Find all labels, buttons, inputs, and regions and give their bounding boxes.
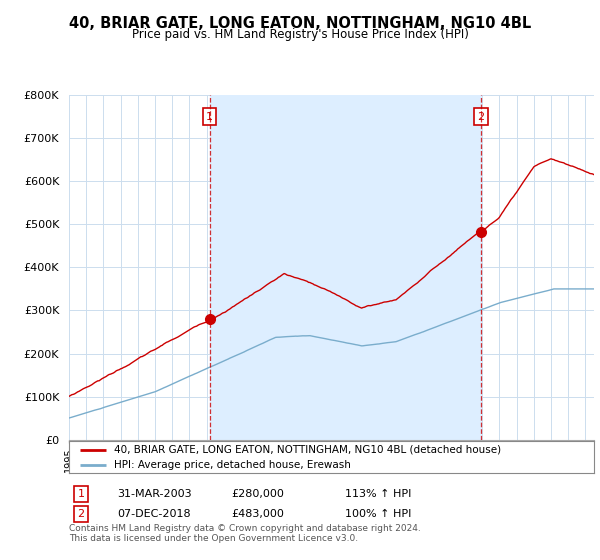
Text: 07-DEC-2018: 07-DEC-2018 (117, 509, 191, 519)
Text: £280,000: £280,000 (231, 489, 284, 499)
Text: 40, BRIAR GATE, LONG EATON, NOTTINGHAM, NG10 4BL: 40, BRIAR GATE, LONG EATON, NOTTINGHAM, … (69, 16, 531, 31)
Text: Contains HM Land Registry data © Crown copyright and database right 2024.: Contains HM Land Registry data © Crown c… (69, 524, 421, 533)
Text: 2: 2 (477, 112, 484, 122)
Text: 1: 1 (77, 489, 85, 499)
Text: £483,000: £483,000 (231, 509, 284, 519)
Text: Price paid vs. HM Land Registry's House Price Index (HPI): Price paid vs. HM Land Registry's House … (131, 28, 469, 41)
Bar (209, 95, 481, 440)
Text: 2: 2 (77, 509, 85, 519)
Text: HPI: Average price, detached house, Erewash: HPI: Average price, detached house, Erew… (113, 460, 350, 470)
Text: 100% ↑ HPI: 100% ↑ HPI (345, 509, 412, 519)
Text: 1: 1 (206, 112, 213, 122)
Text: 113% ↑ HPI: 113% ↑ HPI (345, 489, 412, 499)
Text: 40, BRIAR GATE, LONG EATON, NOTTINGHAM, NG10 4BL (detached house): 40, BRIAR GATE, LONG EATON, NOTTINGHAM, … (113, 445, 501, 455)
Text: 31-MAR-2003: 31-MAR-2003 (117, 489, 191, 499)
Text: This data is licensed under the Open Government Licence v3.0.: This data is licensed under the Open Gov… (69, 534, 358, 543)
